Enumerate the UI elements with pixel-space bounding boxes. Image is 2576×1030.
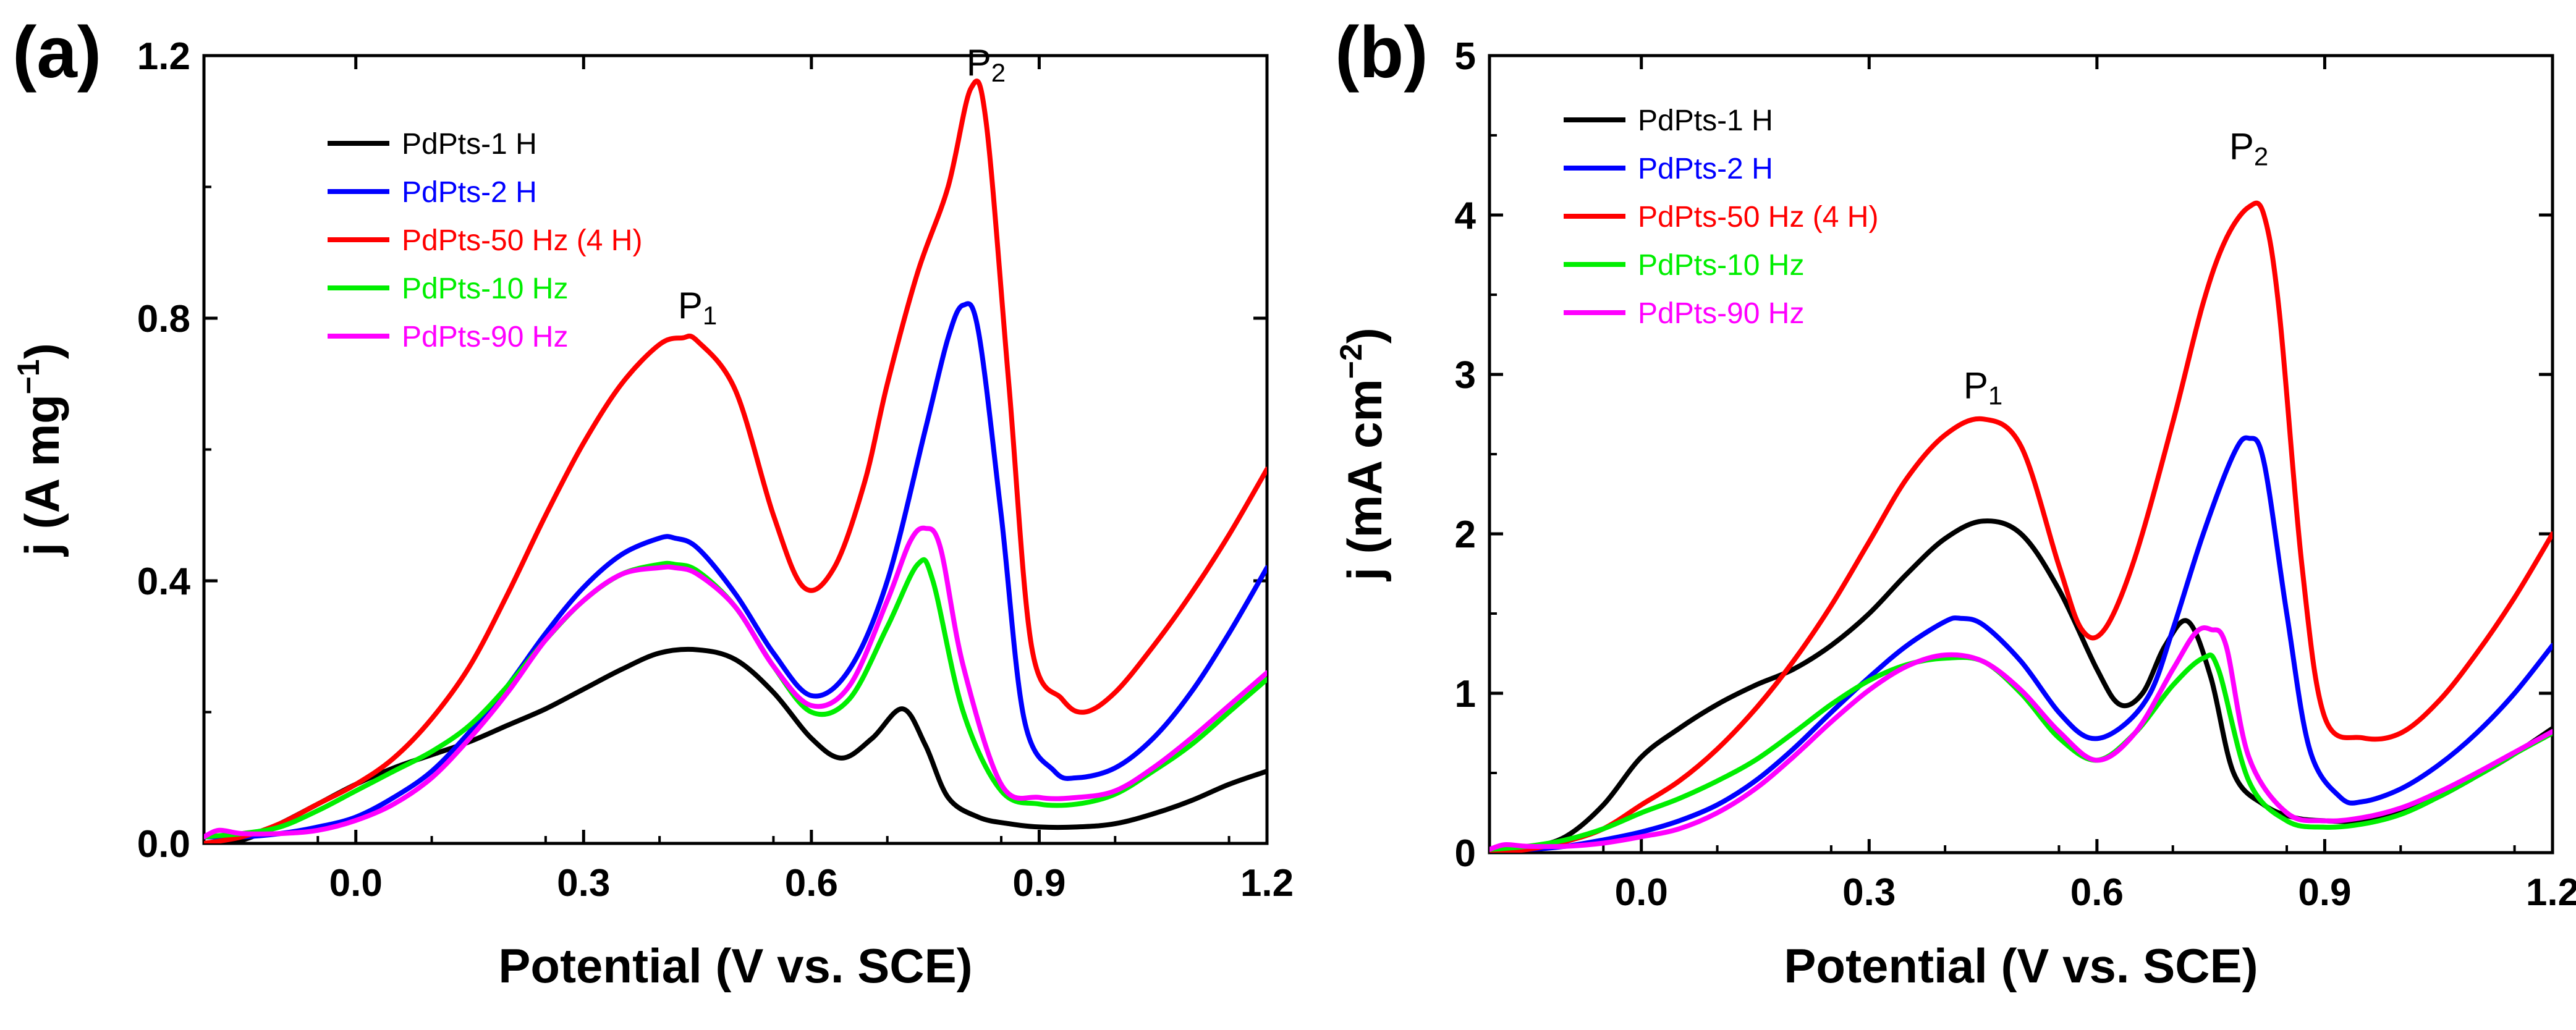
y-axis-title: j (A mg−1) xyxy=(11,343,69,557)
series-line xyxy=(204,525,1267,840)
peak-label-sub: 1 xyxy=(703,301,717,330)
peak-label-main: P xyxy=(2229,126,2254,167)
series-line xyxy=(1489,435,2553,853)
y-tick-label: 1 xyxy=(1455,673,1476,716)
x-tick-label: 1.2 xyxy=(2526,871,2576,914)
x-axis-title: Potential (V vs. SCE) xyxy=(498,939,972,993)
y-tick-label: 1.2 xyxy=(137,35,190,78)
panel-a: (a) 0.0 0.3 0.6 0.9 1.2 0.0 0.4 0.8 1.2 Potential … xyxy=(11,12,1294,993)
plot-frame xyxy=(202,54,1269,845)
y-tick-label: 3 xyxy=(1455,354,1476,397)
series-line xyxy=(204,78,1267,843)
peak-label: P1 xyxy=(1964,365,2002,410)
x-tick-label: 0.9 xyxy=(2298,871,2351,914)
y-tick-label: 5 xyxy=(1455,35,1476,78)
legend-label: PdPts-50 Hz (4 H) xyxy=(402,224,642,257)
series-line xyxy=(204,646,1267,843)
legend-label: PdPts-1 H xyxy=(1638,104,1773,137)
y-tick-label: 0 xyxy=(1455,832,1476,875)
x-tick-label: 0.9 xyxy=(1012,862,1066,905)
legend-label: PdPts-90 Hz xyxy=(402,321,568,353)
x-axis-title: Potential (V vs. SCE) xyxy=(1784,939,2258,993)
y-tick-label: 4 xyxy=(1455,195,1477,237)
y-tick-label: 0.0 xyxy=(137,823,190,866)
peak-label-sub: 1 xyxy=(1988,381,2002,410)
y-axis-title-main: j (mA cm xyxy=(1337,379,1392,582)
y-axis-title-close: ) xyxy=(1337,327,1392,344)
peak-label: P1 xyxy=(678,285,717,330)
peak-label-main: P xyxy=(678,285,703,326)
x-tick-label: 0.0 xyxy=(1615,871,1668,914)
y-axis-title-superscript: −1 xyxy=(11,359,46,394)
peak-label-main: P xyxy=(1964,365,1988,407)
panel-label: (b) xyxy=(1335,12,1428,93)
legend-label: PdPts-2 H xyxy=(402,176,537,209)
legend-label: PdPts-10 Hz xyxy=(402,272,568,305)
legend-label: PdPts-2 H xyxy=(1638,153,1773,185)
x-tick-label: 0.0 xyxy=(329,862,383,905)
x-tick-label: 0.3 xyxy=(1842,871,1896,914)
y-axis-title-close: ) xyxy=(15,343,69,359)
panel-b: (b) 0.0 0.3 0.6 0.9 1.2 0 1 2 3 4 5 Potential (V vs.… xyxy=(1334,12,2576,993)
y-axis-title-main: j (A mg xyxy=(15,394,69,557)
x-tick-label: 1.2 xyxy=(1240,862,1294,905)
x-tick-label: 0.3 xyxy=(557,862,610,905)
legend: PdPts-1 H PdPts-2 H PdPts-50 Hz (4 H) PdPts… xyxy=(1564,104,1878,330)
series-group xyxy=(1489,200,2553,853)
y-axis-title: j (mA cm−2) xyxy=(1334,327,1392,582)
peak-label-sub: 2 xyxy=(2254,142,2268,171)
y-tick-label: 0.4 xyxy=(137,560,191,603)
series-line xyxy=(1489,652,2553,852)
legend: PdPts-1 H PdPts-2 H PdPts-50 Hz (4 H) PdPts… xyxy=(328,128,642,353)
peak-label-sub: 2 xyxy=(991,58,1006,87)
legend-label: PdPts-1 H xyxy=(402,128,537,161)
legend-label: PdPts-10 Hz xyxy=(1638,249,1804,282)
panel-label: (a) xyxy=(12,12,101,93)
y-tick-label: 0.8 xyxy=(137,298,190,340)
y-tick-label: 2 xyxy=(1455,513,1476,556)
series-group xyxy=(204,78,1267,843)
x-tick-label: 0.6 xyxy=(785,862,838,905)
legend-label: PdPts-90 Hz xyxy=(1638,297,1804,330)
peak-label: P2 xyxy=(2229,126,2268,171)
x-tick-label: 0.6 xyxy=(2070,871,2124,914)
y-axis-title-superscript: −2 xyxy=(1334,344,1368,379)
peak-label: P2 xyxy=(967,42,1006,87)
series-line xyxy=(204,301,1267,840)
peak-label-main: P xyxy=(967,42,991,83)
series-line xyxy=(1489,200,2553,853)
legend-label: PdPts-50 Hz (4 H) xyxy=(1638,201,1878,234)
series-line xyxy=(1489,625,2553,852)
